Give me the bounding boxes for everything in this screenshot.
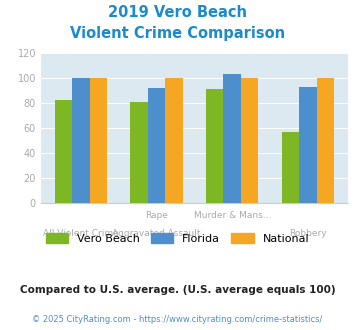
Bar xyxy=(317,78,334,203)
Text: Rape: Rape xyxy=(145,211,168,220)
Text: All Violent Crime: All Violent Crime xyxy=(43,229,119,238)
Bar xyxy=(206,89,224,203)
Bar xyxy=(282,132,299,203)
Text: Aggravated Assault: Aggravated Assault xyxy=(112,229,201,238)
Bar xyxy=(241,78,258,203)
Bar xyxy=(130,102,148,203)
Bar xyxy=(299,86,317,203)
Bar xyxy=(55,100,72,203)
Text: Violent Crime Comparison: Violent Crime Comparison xyxy=(70,26,285,41)
Text: Robbery: Robbery xyxy=(289,229,327,238)
Legend: Vero Beach, Florida, National: Vero Beach, Florida, National xyxy=(46,233,309,244)
Bar xyxy=(148,88,165,203)
Bar xyxy=(72,78,89,203)
Text: 2019 Vero Beach: 2019 Vero Beach xyxy=(108,5,247,20)
Text: Compared to U.S. average. (U.S. average equals 100): Compared to U.S. average. (U.S. average … xyxy=(20,285,335,295)
Bar xyxy=(224,74,241,203)
Text: Murder & Mans...: Murder & Mans... xyxy=(193,211,271,220)
Bar xyxy=(165,78,182,203)
Bar xyxy=(89,78,107,203)
Text: © 2025 CityRating.com - https://www.cityrating.com/crime-statistics/: © 2025 CityRating.com - https://www.city… xyxy=(32,315,323,324)
